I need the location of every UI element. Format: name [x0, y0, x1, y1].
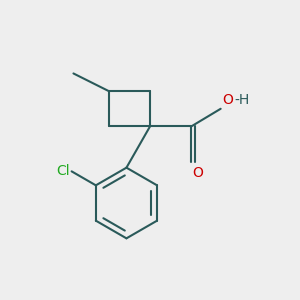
Text: O: O: [222, 93, 233, 107]
Text: -H: -H: [234, 93, 249, 107]
Text: O: O: [193, 166, 204, 180]
Text: Cl: Cl: [56, 164, 70, 178]
